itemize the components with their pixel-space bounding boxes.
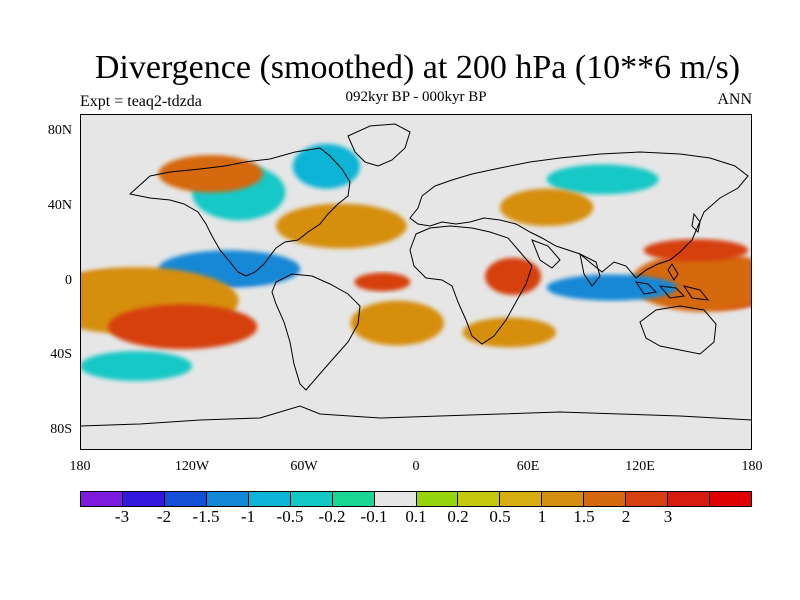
colorbar-box	[206, 492, 249, 506]
colorbar-tick-label: -0.5	[276, 507, 304, 526]
colorbar-tick-label: 0.5	[489, 507, 511, 526]
southern-indian-band	[462, 317, 556, 348]
siberia-convergence	[546, 164, 659, 195]
atlantic-divergence	[354, 272, 411, 292]
lat-tick-label: 0	[65, 273, 72, 288]
coastline-arabia-india	[531, 239, 601, 287]
colorbar-tick-label: 1.5	[573, 507, 595, 526]
west-pacific-divergence-outer	[630, 252, 752, 312]
colorbar-tick-label: -2	[156, 507, 172, 526]
colorbar-box	[458, 492, 501, 506]
colorbar-tick-label: -0.2	[318, 507, 346, 526]
lat-tick-label: 40S	[50, 347, 72, 362]
coastline-africa	[409, 225, 533, 345]
coastline-maritime-continent	[634, 263, 710, 301]
canada-divergence	[158, 155, 263, 193]
lat-tick-label: 80N	[47, 123, 72, 138]
colorbar-tick-label: -1.5	[192, 507, 220, 526]
colorbar-box	[710, 492, 751, 506]
map-title: Divergence (smoothed) at 200 hPa (10**6 …	[94, 49, 741, 86]
colorbar-box	[584, 492, 627, 506]
lat-tick-label: 80S	[50, 422, 72, 437]
map-subtitle: 092kyr BP - 000kyr BP	[345, 89, 487, 105]
colorbar	[80, 491, 752, 507]
colorbar-box	[416, 492, 459, 506]
lon-tick-label: 180	[69, 459, 91, 474]
colorbar-box	[248, 492, 291, 506]
asia-divergence	[500, 188, 594, 226]
south-pacific-divergence	[108, 304, 258, 350]
lon-tick-label: 60E	[516, 459, 540, 474]
colorbar-tick-label: 0.2	[447, 507, 469, 526]
coastline-south-america	[271, 273, 361, 391]
colorbar-tick-label: -1	[240, 507, 256, 526]
colorbar-tick-label: 0.1	[405, 507, 427, 526]
africa-divergence	[485, 257, 542, 296]
colorbar-box	[332, 492, 375, 506]
colorbar-box	[542, 492, 585, 506]
south-atlantic-band	[350, 300, 445, 346]
coastline-japan	[691, 212, 701, 234]
coastline-antarctica	[80, 405, 752, 427]
lon-tick-label: 180	[741, 459, 763, 474]
colorbar-box	[164, 492, 207, 506]
colorbar-box	[668, 492, 711, 506]
colorbar-box	[500, 492, 543, 506]
colorbar-tick-label: 3	[663, 507, 673, 526]
colorbar-tick-label: 2	[621, 507, 631, 526]
world-map	[80, 114, 752, 450]
lon-tick-label: 120W	[174, 459, 210, 474]
colorbar-box	[374, 492, 417, 506]
experiment-label: Expt = teaq2-tdzda	[80, 93, 202, 110]
coastline-greenland	[347, 123, 411, 167]
greenland-convergence	[292, 143, 360, 189]
north-atlantic-band	[276, 203, 407, 249]
lon-tick-label: 60W	[290, 459, 318, 474]
coastline-north-america	[128, 147, 351, 277]
southern-ocean-convergence	[80, 351, 192, 381]
colorbar-tick-label: -3	[114, 507, 130, 526]
colorbar-tick-label: 1	[537, 507, 547, 526]
map-border	[80, 114, 752, 450]
lat-tick-label: 40N	[47, 198, 72, 213]
coastline-australia	[639, 305, 717, 355]
lon-tick-label: 120E	[625, 459, 655, 474]
coastline-europe-asia	[409, 151, 749, 279]
colorbar-box	[290, 492, 333, 506]
season-label: ANN	[717, 91, 752, 108]
maritime-convergence	[546, 274, 678, 301]
colorbar-box	[626, 492, 669, 506]
colorbar-tick-label: -0.1	[360, 507, 388, 526]
north-pacific-divergence	[643, 239, 749, 262]
lon-tick-label: 0	[412, 459, 420, 474]
colorbar-box	[81, 492, 123, 506]
divergence-field-map	[80, 114, 752, 450]
colorbar-box	[122, 492, 165, 506]
